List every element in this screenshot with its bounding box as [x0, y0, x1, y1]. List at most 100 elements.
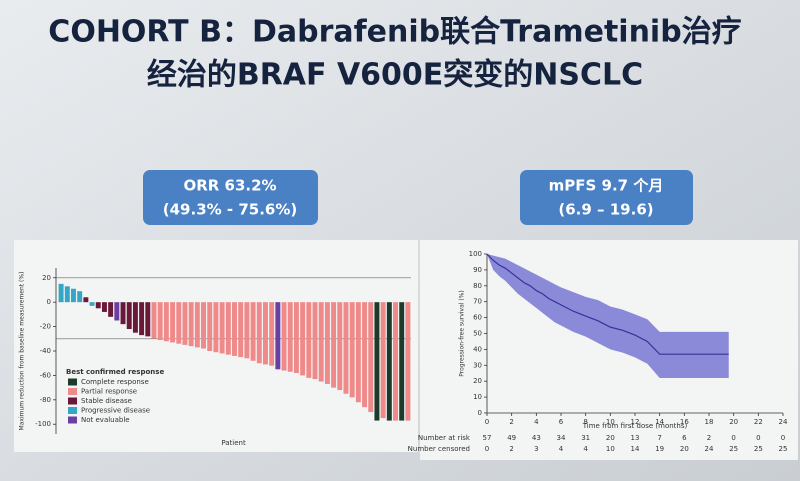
- x-tick-label: 2: [509, 418, 513, 426]
- y-tick-label: 10: [473, 393, 482, 401]
- annotation: (6.9 – 19.6): [558, 201, 653, 219]
- x-tick-label: 10: [606, 418, 615, 426]
- risk-value: 24: [705, 445, 714, 453]
- risk-value: 25: [754, 445, 763, 453]
- x-tick-label: 14: [655, 418, 664, 426]
- bar: [331, 302, 337, 388]
- bar: [287, 302, 293, 372]
- bar: [355, 302, 361, 403]
- x-axis-label: Patient: [221, 439, 246, 447]
- bar: [95, 302, 101, 309]
- bar: [71, 288, 76, 303]
- bar: [163, 302, 169, 342]
- bar: [405, 302, 411, 421]
- bar: [393, 302, 398, 421]
- x-tick-label: 22: [754, 418, 763, 426]
- y-axis-label: Progression-free survival (%): [459, 290, 466, 376]
- bar: [256, 302, 262, 364]
- x-tick-label: 24: [779, 418, 788, 426]
- bar: [157, 302, 163, 341]
- bar: [238, 302, 244, 358]
- bar: [139, 302, 145, 336]
- bar: [126, 302, 132, 330]
- bar: [293, 302, 299, 373]
- y-tick-label: -20: [40, 323, 51, 331]
- x-tick-label: 16: [680, 418, 689, 426]
- bar: [312, 302, 318, 380]
- y-tick-label: 70: [473, 298, 482, 306]
- risk-value: 25: [779, 445, 788, 453]
- risk-value: 3: [534, 445, 538, 453]
- risk-value: 31: [581, 434, 590, 442]
- orr-box: [143, 170, 318, 225]
- risk-value: 49: [507, 434, 516, 442]
- risk-value: 25: [729, 445, 738, 453]
- bar: [225, 302, 231, 355]
- bar: [399, 302, 405, 421]
- y-tick-label: -40: [40, 347, 51, 355]
- risk-value: 0: [731, 434, 735, 442]
- risk-value: 20: [606, 434, 615, 442]
- bar: [145, 302, 151, 337]
- x-tick-label: 20: [729, 418, 738, 426]
- x-tick-label: 0: [485, 418, 489, 426]
- risk-value: 4: [583, 445, 588, 453]
- legend-swatch: [68, 416, 77, 424]
- y-axis-label: Maximum reduction from baseline measurem…: [19, 272, 26, 431]
- legend-swatch: [68, 397, 77, 405]
- bar: [318, 302, 324, 382]
- risk-value: 6: [682, 434, 687, 442]
- annotation: ORR 63.2%: [183, 177, 276, 195]
- bar: [386, 302, 392, 421]
- y-tick-label: 20: [473, 377, 482, 385]
- bar: [349, 302, 355, 398]
- risk-label: Number censored: [408, 445, 470, 453]
- y-tick-label: 0: [47, 298, 51, 306]
- bar: [281, 302, 287, 371]
- survival-line: [486, 253, 729, 355]
- bar: [89, 302, 95, 306]
- risk-value: 57: [483, 434, 492, 442]
- bar: [194, 302, 200, 348]
- risk-value: 0: [756, 434, 760, 442]
- risk-value: 13: [631, 434, 640, 442]
- legend-swatch: [68, 388, 77, 395]
- bar: [114, 302, 120, 321]
- risk-value: 20: [680, 445, 689, 453]
- bar: [324, 302, 330, 384]
- legend-swatch: [68, 378, 77, 386]
- bar: [207, 302, 213, 351]
- legend-label: Progressive disease: [81, 407, 150, 415]
- y-tick-label: 60: [473, 314, 482, 322]
- y-tick-label: 40: [473, 345, 482, 353]
- y-tick-label: -60: [40, 371, 51, 379]
- bar: [250, 302, 256, 361]
- risk-value: 34: [557, 434, 566, 442]
- x-tick-label: 4: [534, 418, 539, 426]
- risk-label: Number at risk: [418, 434, 471, 442]
- legend-label: Not evaluable: [81, 416, 130, 424]
- bar: [362, 302, 368, 408]
- bar: [170, 302, 176, 343]
- y-tick-label: 0: [478, 409, 482, 417]
- risk-value: 2: [707, 434, 711, 442]
- legend-label: Stable disease: [81, 397, 132, 405]
- x-axis-label: Time from first dose (months): [582, 422, 688, 430]
- bar: [275, 302, 281, 370]
- bar: [262, 302, 268, 365]
- risk-value: 10: [606, 445, 615, 453]
- y-tick-label: 80: [473, 282, 482, 290]
- bar: [232, 302, 237, 356]
- legend-label: Complete response: [81, 378, 149, 386]
- risk-value: 0: [485, 445, 489, 453]
- bar: [300, 302, 306, 376]
- bar: [368, 302, 374, 413]
- slide-title: 经治的BRAF V600E突变的NSCLC: [147, 58, 643, 93]
- annotation: (49.3% - 75.6%): [163, 201, 297, 219]
- risk-value: 0: [781, 434, 785, 442]
- bar: [201, 302, 207, 349]
- bar: [219, 302, 225, 354]
- x-tick-label: 18: [705, 418, 714, 426]
- risk-value: 19: [655, 445, 664, 453]
